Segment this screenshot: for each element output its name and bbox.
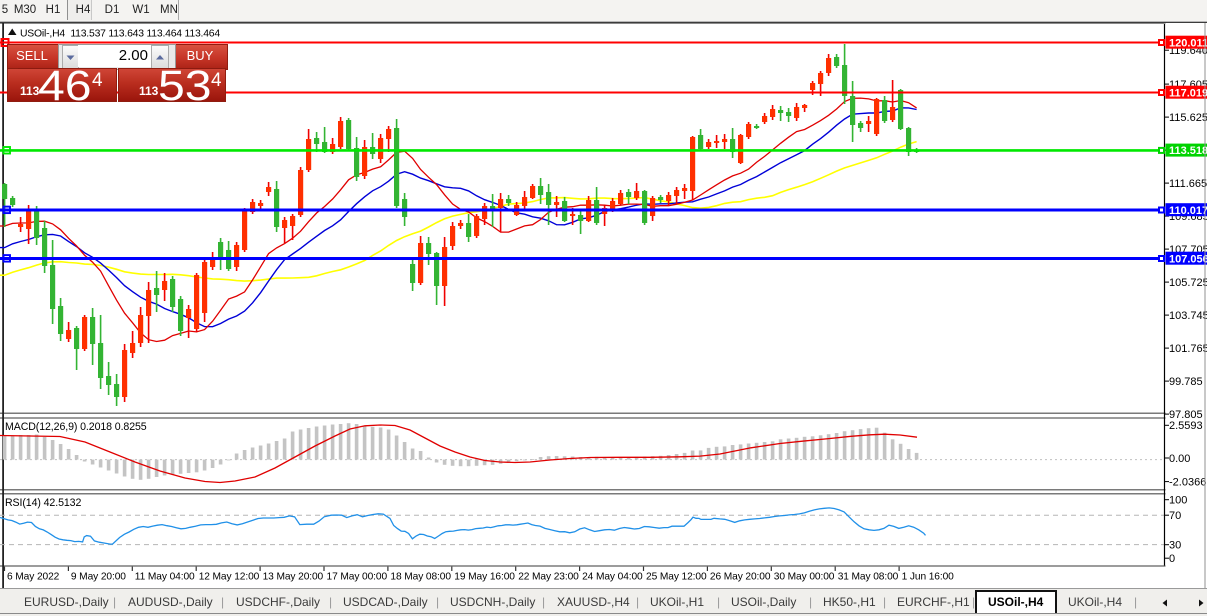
svg-text:103.745: 103.745: [1169, 310, 1207, 322]
svg-text:105.725: 105.725: [1169, 277, 1207, 289]
svg-text:19 May 16:00: 19 May 16:00: [454, 572, 515, 583]
svg-text:24 May 04:00: 24 May 04:00: [582, 572, 643, 583]
svg-text:120.011: 120.011: [1169, 37, 1207, 49]
svg-text:99.785: 99.785: [1169, 376, 1203, 388]
svg-text:25 May 12:00: 25 May 12:00: [646, 572, 707, 583]
svg-text:111.665: 111.665: [1169, 178, 1207, 190]
svg-text:18 May 08:00: 18 May 08:00: [390, 572, 451, 583]
svg-text:1 Jun 16:00: 1 Jun 16:00: [902, 572, 955, 583]
svg-text:-2.0366: -2.0366: [1169, 476, 1206, 488]
svg-text:97.805: 97.805: [1169, 409, 1203, 421]
svg-text:MACD(12,26,9) 0.2018 0.8255: MACD(12,26,9) 0.2018 0.8255: [5, 421, 147, 433]
svg-text:9 May 20:00: 9 May 20:00: [71, 572, 126, 583]
svg-text:0.00: 0.00: [1169, 453, 1190, 465]
svg-text:12 May 12:00: 12 May 12:00: [199, 572, 260, 583]
svg-text:13 May 20:00: 13 May 20:00: [263, 572, 324, 583]
svg-text:31 May 08:00: 31 May 08:00: [838, 572, 899, 583]
svg-text:6 May 2022: 6 May 2022: [7, 572, 60, 583]
svg-text:26 May 20:00: 26 May 20:00: [710, 572, 771, 583]
svg-text:RSI(14) 42.5132: RSI(14) 42.5132: [5, 497, 81, 509]
svg-text:17 May 00:00: 17 May 00:00: [327, 572, 388, 583]
svg-text:117.019: 117.019: [1169, 87, 1207, 99]
svg-text:30: 30: [1169, 540, 1181, 552]
svg-text:70: 70: [1169, 510, 1181, 522]
svg-text:22 May 23:00: 22 May 23:00: [518, 572, 579, 583]
svg-text:2.5593: 2.5593: [1169, 420, 1203, 432]
svg-text:100: 100: [1169, 495, 1187, 507]
svg-text:11 May 04:00: 11 May 04:00: [135, 572, 195, 583]
svg-text:101.765: 101.765: [1169, 343, 1207, 355]
svg-text:USOil-,H4 113.537 113.643 113: USOil-,H4 113.537 113.643 113.464 113.46…: [20, 29, 220, 40]
svg-text:115.625: 115.625: [1169, 112, 1207, 124]
svg-text:30 May 00:00: 30 May 00:00: [774, 572, 835, 583]
svg-text:113.518: 113.518: [1169, 145, 1207, 157]
svg-text:0: 0: [1169, 553, 1175, 565]
svg-text:107.056: 107.056: [1169, 253, 1207, 265]
svg-text:110.017: 110.017: [1169, 205, 1207, 217]
